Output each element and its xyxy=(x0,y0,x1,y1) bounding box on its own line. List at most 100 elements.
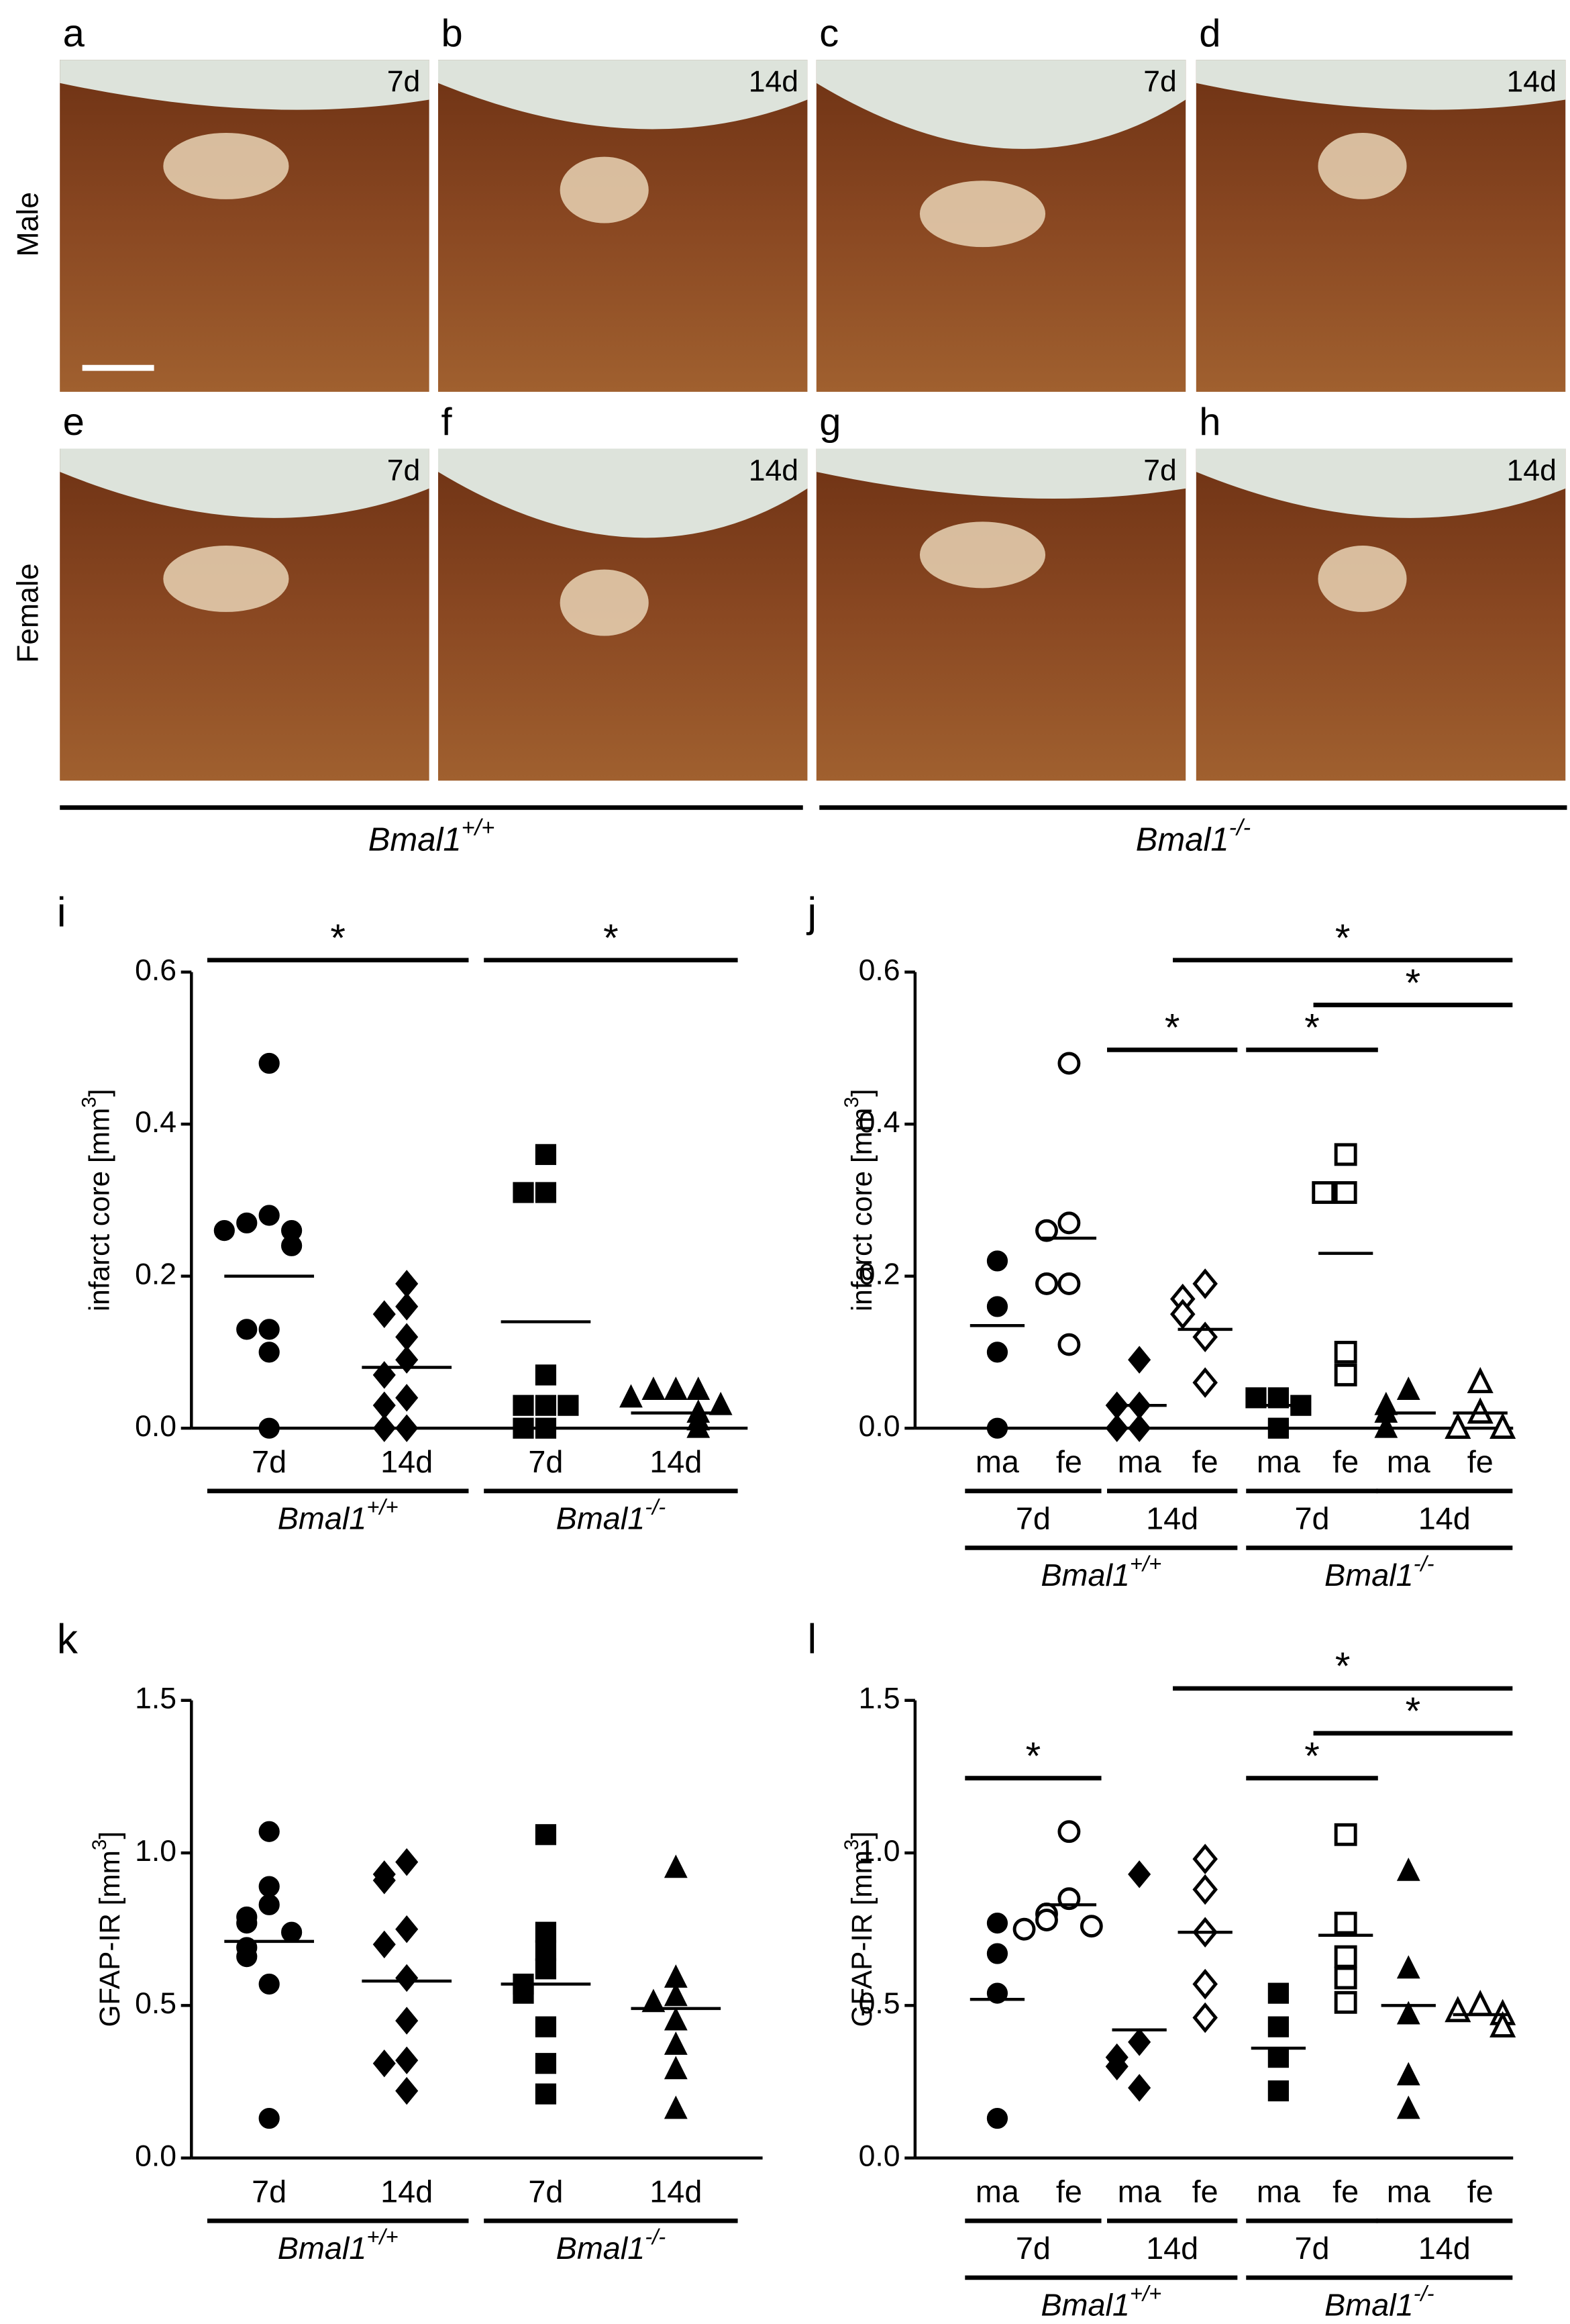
data-point xyxy=(1057,1272,1081,1295)
data-point xyxy=(395,1915,419,1943)
data-point xyxy=(535,1921,557,1943)
data-point xyxy=(1169,1299,1196,1330)
x-tick-label: 7d xyxy=(252,2174,286,2209)
data-point xyxy=(1334,1990,1357,2014)
lesion xyxy=(560,156,649,223)
data-point xyxy=(1192,1843,1218,1874)
data-point xyxy=(619,1384,643,1408)
lesion xyxy=(919,181,1046,248)
superscript: 3 xyxy=(841,1097,863,1107)
label-text: Bmal1 xyxy=(1324,2288,1414,2323)
data-point xyxy=(1334,1823,1357,1846)
x-tick-label: 14d xyxy=(380,1444,433,1479)
superscript: -/- xyxy=(1414,1551,1434,1576)
superscript: +/+ xyxy=(1130,2281,1161,2306)
time-label: 14d xyxy=(749,454,798,487)
y-tick-label: 0.0 xyxy=(135,2139,176,2172)
data-point xyxy=(1128,1860,1151,1888)
data-point xyxy=(1396,1955,1420,1979)
data-point xyxy=(1012,1917,1036,1941)
data-point xyxy=(513,1417,534,1439)
data-point xyxy=(258,1342,280,1363)
x-tick-label: ma xyxy=(1257,1444,1301,1479)
time-label: 7d xyxy=(1143,66,1177,99)
data-point xyxy=(1267,2080,1289,2102)
tissue xyxy=(816,448,1186,781)
micrograph xyxy=(1196,448,1566,781)
data-point xyxy=(258,1417,280,1439)
y-axis-label: infarct core [mm3] xyxy=(78,1089,115,1311)
micrograph xyxy=(816,60,1186,392)
panel-label: f xyxy=(441,401,452,444)
data-point xyxy=(535,1958,557,1980)
data-point xyxy=(395,1414,419,1442)
data-point xyxy=(1334,1911,1357,1935)
data-point xyxy=(986,2107,1008,2129)
x-tick-label: fe xyxy=(1467,1444,1494,1479)
data-point xyxy=(1467,1366,1494,1394)
data-point xyxy=(664,2056,688,2080)
label-text: GFAP-IR [mm xyxy=(846,1850,878,2027)
data-point xyxy=(986,1296,1008,1317)
x-tick-label: ma xyxy=(1257,2174,1301,2209)
lesion xyxy=(919,521,1046,589)
y-tick-label: 0.5 xyxy=(859,1987,900,2020)
group-label: 7d xyxy=(1016,1501,1051,1536)
x-tick-label: fe xyxy=(1467,2174,1494,2209)
panel-label: c xyxy=(819,12,839,55)
x-tick-label: ma xyxy=(1118,1444,1162,1479)
group-label: 7d xyxy=(1295,1501,1330,1536)
panel-label: d xyxy=(1199,12,1220,55)
panel-label: j xyxy=(806,889,817,936)
x-tick-label: ma xyxy=(1387,2174,1431,2209)
panel-label: h xyxy=(1199,401,1220,444)
y-tick-label: 0.6 xyxy=(859,954,900,987)
significance-label: * xyxy=(603,917,619,960)
data-point xyxy=(686,1376,711,1401)
significance-label: * xyxy=(1304,1007,1320,1050)
y-tick-label: 0.4 xyxy=(135,1106,176,1139)
x-tick-label: ma xyxy=(1387,1444,1431,1479)
data-point xyxy=(1128,2074,1151,2102)
data-point xyxy=(258,1876,280,1897)
data-point xyxy=(1192,2002,1218,2033)
panel-label: k xyxy=(57,1616,78,1662)
x-tick-label: fe xyxy=(1192,2174,1218,2209)
group-label: Bmal1-/- xyxy=(556,1494,666,1535)
data-point xyxy=(535,1364,557,1386)
background xyxy=(438,60,808,130)
micrograph xyxy=(60,60,429,392)
data-point xyxy=(1467,1990,1494,2017)
data-point xyxy=(213,1220,235,1242)
data-point xyxy=(664,1982,688,2007)
x-tick-label: fe xyxy=(1332,2174,1359,2209)
data-point xyxy=(1267,2047,1289,2068)
genotype-label: Bmal1+/+ xyxy=(368,815,495,858)
data-point xyxy=(372,1300,396,1328)
group-label: 14d xyxy=(1418,2231,1471,2266)
x-tick-label: fe xyxy=(1056,2174,1082,2209)
data-point xyxy=(1489,1412,1516,1439)
time-label: 14d xyxy=(1507,454,1557,487)
time-label: 14d xyxy=(1507,66,1557,99)
data-point xyxy=(986,1342,1008,1363)
superscript: 3 xyxy=(78,1097,101,1107)
data-point xyxy=(535,2053,557,2074)
data-point xyxy=(664,2031,688,2055)
superscript: +/+ xyxy=(366,1494,398,1519)
data-point xyxy=(395,1848,419,1876)
data-point xyxy=(558,1395,579,1416)
data-point xyxy=(1192,1968,1218,2000)
data-point xyxy=(986,1913,1008,1934)
y-tick-label: 1.0 xyxy=(859,1835,900,1868)
significance-label: * xyxy=(330,917,346,960)
data-point xyxy=(236,1212,258,1233)
data-point xyxy=(258,1052,280,1074)
data-point xyxy=(1334,1363,1357,1386)
data-point xyxy=(258,1894,280,1915)
label-text: GFAP-IR [mm xyxy=(94,1850,125,2027)
group-label: 14d xyxy=(1146,2231,1198,2266)
data-point xyxy=(1192,1367,1218,1398)
data-point xyxy=(1057,1052,1081,1075)
x-tick-label: 14d xyxy=(649,2174,702,2209)
